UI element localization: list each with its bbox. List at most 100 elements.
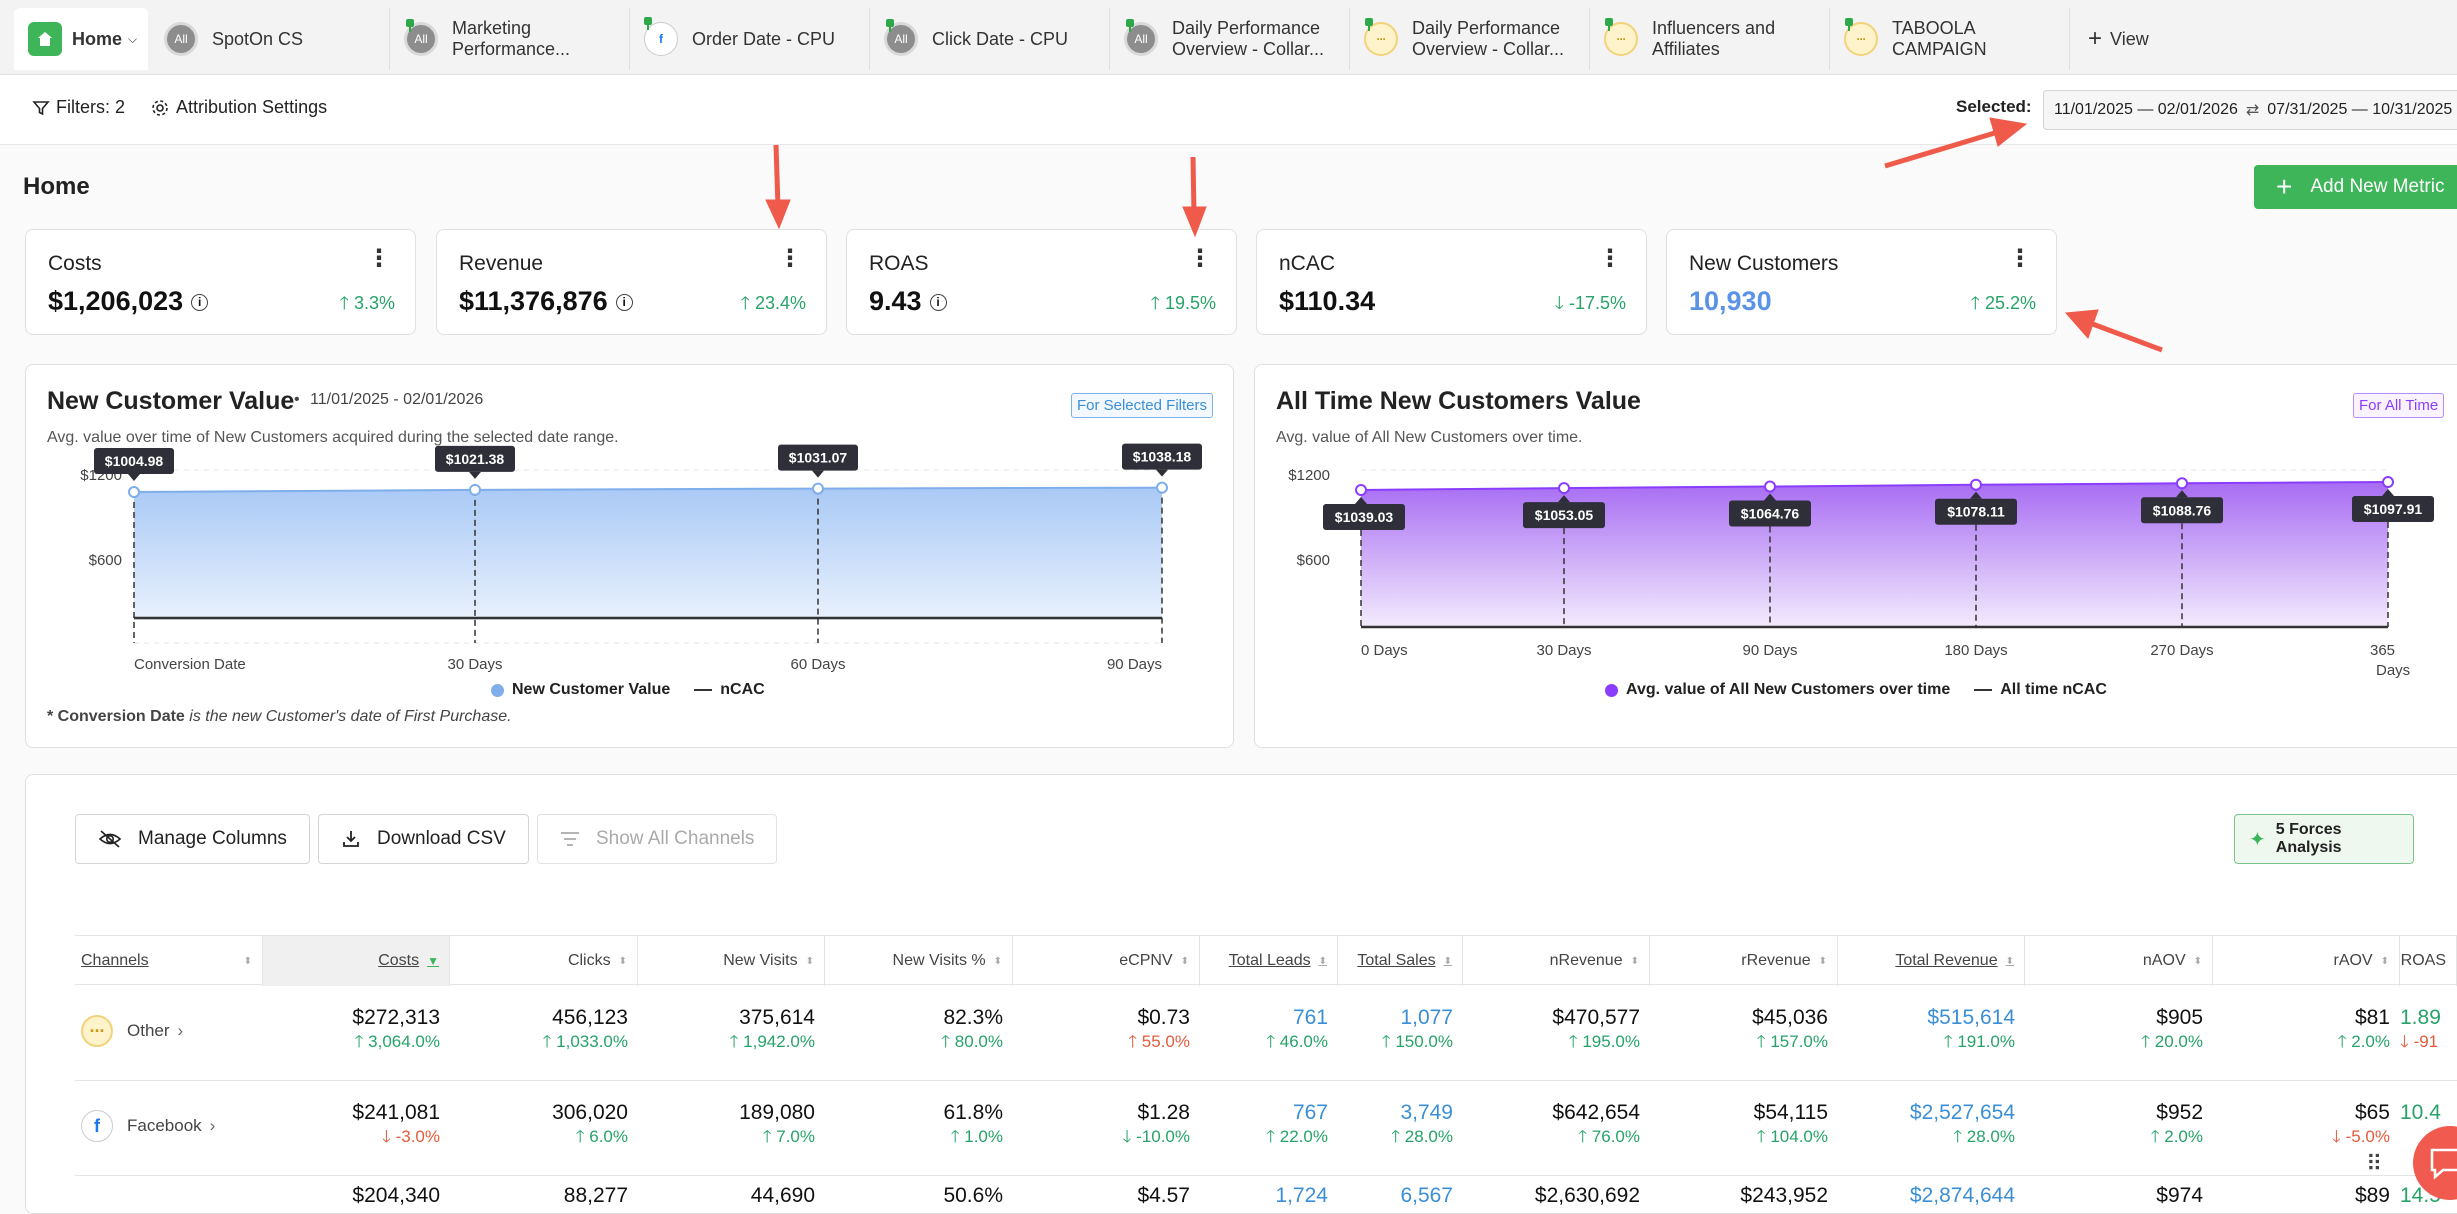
column-header[interactable]: nAOV ⬍ <box>2025 936 2213 986</box>
column-header-label: New Visits % <box>892 952 986 969</box>
column-header[interactable]: New Visits ⬍ <box>638 936 825 986</box>
cell-value[interactable]: 1,077 <box>1400 1006 1453 1029</box>
column-header[interactable]: Channels ⬍ <box>75 936 263 986</box>
column-header[interactable]: Costs ▼ <box>263 936 450 986</box>
cell-change: 🡑 20.0% <box>2141 1032 2203 1051</box>
attribution-settings-button[interactable]: Attribution Settings <box>150 97 327 118</box>
five-forces-analysis-button[interactable]: ✦ 5 Forces Analysis <box>2234 814 2414 864</box>
y-tick-label: $600 <box>89 552 122 569</box>
tab-home[interactable]: Home ⌵ <box>14 8 148 70</box>
show-all-channels-button[interactable]: Show All Channels <box>537 814 778 864</box>
date-range-picker[interactable]: 11/01/2025 — 02/01/2026 ⇄ 07/31/2025 — 1… <box>2043 90 2457 130</box>
metric-card-costs[interactable]: Costs ⋮ $1,206,023 i 🡑 3.3% <box>25 229 416 335</box>
cell-change: 🡑 2.0% <box>2150 1127 2203 1146</box>
sort-desc-icon[interactable]: ▼ <box>427 954 439 968</box>
column-header[interactable]: rAOV ⬍ <box>2213 936 2400 986</box>
sort-icon[interactable]: ⬍ <box>2380 955 2389 967</box>
info-icon[interactable]: i <box>615 294 633 312</box>
table-cell: 50.6% <box>825 1183 1013 1209</box>
column-header[interactable]: Clicks ⬍ <box>450 936 638 986</box>
chevron-down-icon[interactable]: ⌵ <box>128 31 138 46</box>
sort-icon[interactable]: ⬍ <box>1318 955 1327 967</box>
cell-change: 🡑 1,942.0% <box>729 1032 815 1051</box>
sort-icon[interactable]: ⬍ <box>1443 955 1452 967</box>
arrow-up-icon: 🡑 <box>339 293 349 313</box>
sort-icon[interactable]: ⬍ <box>805 955 814 967</box>
table-row[interactable]: $204,340 88,277 44,690 50.6% $4.57 1,724 6,567… <box>75 1175 2457 1214</box>
tab-daily-performance-1[interactable]: All Daily Performance Overview - Collar.… <box>1110 8 1350 70</box>
cell-value: 88,277 <box>563 1184 628 1207</box>
tab-spoton-cs[interactable]: All SpotOn CS <box>150 8 390 70</box>
tab-taboola-campaign[interactable]: ··· TABOOLA CAMPAIGN <box>1830 8 2070 70</box>
kebab-menu-icon[interactable]: ⋮ <box>2008 245 2032 272</box>
sort-icon[interactable]: ⬍ <box>1818 955 1827 967</box>
tab-order-date-cpu[interactable]: f Order Date - CPU <box>630 8 870 70</box>
sort-icon[interactable]: ⬍ <box>2005 955 2014 967</box>
metric-card-new-customers[interactable]: New Customers ⋮ 10,930 🡑 25.2% <box>1666 229 2057 335</box>
info-icon[interactable]: i <box>191 294 209 312</box>
filters-button[interactable]: Filters: 2 <box>32 97 125 118</box>
cell-value[interactable]: 761 <box>1292 1006 1328 1029</box>
kebab-menu-icon[interactable]: ⋮ <box>1188 245 1212 272</box>
column-header[interactable]: rRevenue ⬍ <box>1650 936 1838 986</box>
annotation-arrow-head <box>765 199 791 230</box>
column-header[interactable]: nRevenue ⬍ <box>1463 936 1650 986</box>
add-view-button[interactable]: + View <box>2074 8 2194 70</box>
table-row[interactable]: ··· Other › $272,313 🡑 3,064.0% 456,123 🡑 1,03… <box>75 985 2457 1080</box>
cell-value[interactable]: $2,874,644 <box>1909 1184 2015 1207</box>
table-cell: $515,614 🡑 191.0% <box>1838 1005 2025 1053</box>
column-header[interactable]: Total Revenue ⬍ <box>1838 936 2025 986</box>
cell-value[interactable]: $515,614 <box>1927 1006 2015 1029</box>
metric-card-roas[interactable]: ROAS ⋮ 9.43 i 🡑 19.5% <box>846 229 1237 335</box>
cell-value[interactable]: 767 <box>1292 1101 1328 1124</box>
column-header[interactable]: Total Sales ⬍ <box>1338 936 1463 986</box>
kebab-menu-icon[interactable]: ⋮ <box>367 245 391 272</box>
sort-icon[interactable]: ⬍ <box>1180 955 1189 967</box>
metric-card-revenue[interactable]: Revenue ⋮ $11,376,876 i 🡑 23.4% <box>436 229 827 335</box>
kebab-menu-icon[interactable]: ⋮ <box>1598 245 1622 272</box>
channel-cell[interactable]: ··· Other › <box>81 1015 183 1047</box>
table-cell: 82.3% 🡑 80.0% <box>825 1005 1013 1053</box>
chevron-right-icon[interactable]: › <box>209 1116 216 1135</box>
manage-columns-button[interactable]: Manage Columns <box>75 814 310 864</box>
sort-icon[interactable]: ⬍ <box>243 955 252 967</box>
table-cell: 189,080 🡑 7.0% <box>638 1100 825 1148</box>
table-row[interactable]: f Facebook › $241,081 🡓 -3.0% 306,020 🡑 6.0% 18… <box>75 1080 2457 1175</box>
column-header[interactable]: ROAS <box>2400 936 2457 986</box>
info-icon[interactable]: i <box>929 294 947 312</box>
column-header[interactable]: eCPNV ⬍ <box>1013 936 1200 986</box>
metric-card-ncac[interactable]: nCAC ⋮ $110.34 🡓 -17.5% <box>1256 229 1647 335</box>
cell-value: $54,115 <box>1753 1101 1828 1124</box>
y-tick-label: $600 <box>1297 552 1330 569</box>
kebab-menu-icon[interactable]: ⋮ <box>778 245 802 272</box>
tab-daily-performance-2[interactable]: ··· Daily Performance Overview - Collar.… <box>1350 8 1590 70</box>
sort-icon[interactable]: ⬍ <box>993 955 1002 967</box>
cell-value: $272,313 <box>352 1006 440 1029</box>
tab-click-date-cpu[interactable]: All Click Date - CPU <box>870 8 1110 70</box>
channel-cell[interactable]: f Facebook › <box>81 1110 215 1142</box>
sort-icon[interactable]: ⬍ <box>1630 955 1639 967</box>
annotation-arrow <box>2089 320 2163 353</box>
download-csv-button[interactable]: Download CSV <box>318 814 529 864</box>
data-point <box>1355 483 1367 496</box>
cell-value: $204,340 <box>352 1184 440 1207</box>
drag-handle-icon[interactable]: ⠿ <box>2366 1151 2382 1176</box>
cell-change: 🡓 -3.0% <box>382 1127 440 1146</box>
column-header[interactable]: Total Leads ⬍ <box>1200 936 1338 986</box>
table-cell: 1.89 🡓 -91 <box>2400 1005 2457 1053</box>
column-header-label: Channels <box>81 952 149 969</box>
cell-value[interactable]: 1,724 <box>1275 1184 1328 1207</box>
tab-marketing-performance[interactable]: All Marketing Performance... <box>390 8 630 70</box>
tab-influencers-affiliates[interactable]: ··· Influencers and Affiliates <box>1590 8 1830 70</box>
column-header[interactable]: New Visits % ⬍ <box>825 936 1013 986</box>
chevron-right-icon[interactable]: › <box>177 1021 184 1040</box>
cell-value[interactable]: 3,749 <box>1400 1101 1453 1124</box>
cell-value[interactable]: 6,567 <box>1400 1184 1453 1207</box>
footnote-bold: * Conversion Date <box>47 708 185 725</box>
y-tick-label: $1200 <box>1288 467 1330 484</box>
sort-icon[interactable]: ⬍ <box>2193 955 2202 967</box>
cell-value[interactable]: $2,527,654 <box>1909 1101 2015 1124</box>
table-cell: $952 🡑 2.0% <box>2025 1100 2213 1148</box>
sort-icon[interactable]: ⬍ <box>618 955 627 967</box>
add-new-metric-button[interactable]: + Add New Metric <box>2254 165 2457 209</box>
